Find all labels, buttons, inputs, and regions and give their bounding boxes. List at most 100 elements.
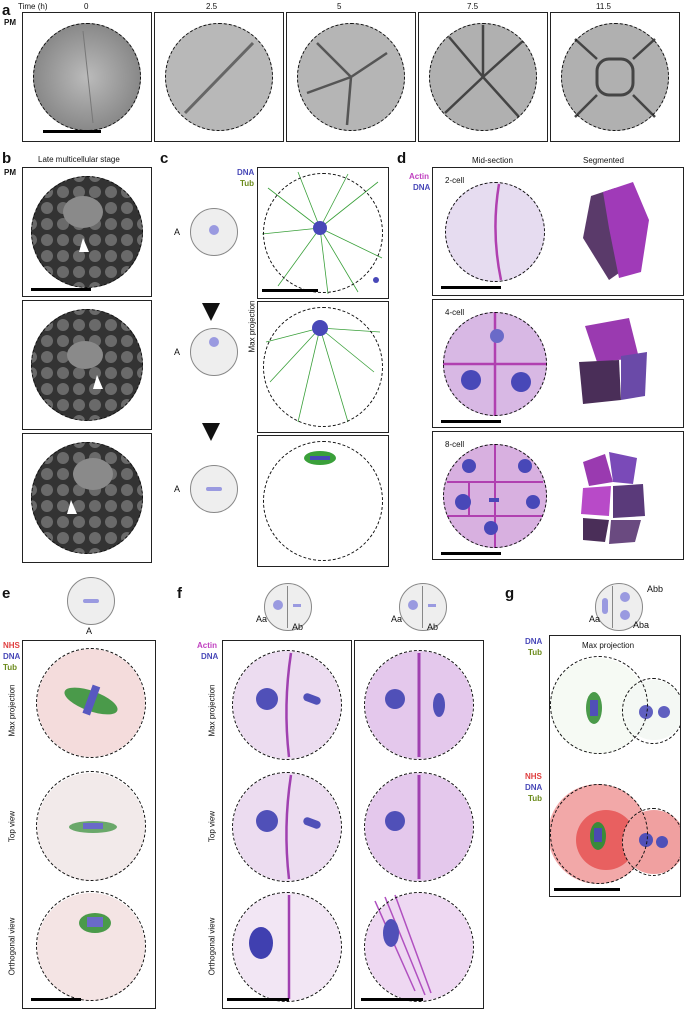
embryo-outline <box>263 441 383 561</box>
scale-bar <box>262 289 318 292</box>
pm-timepoint-image-2 <box>286 12 416 142</box>
schematic-2cell-right <box>399 583 447 631</box>
time-axis-label: Time (h) <box>18 2 48 11</box>
cell-label-a: A <box>174 227 181 237</box>
embryo-outline <box>445 182 545 282</box>
pm-late-stage-image-2 <box>22 300 152 430</box>
row-label-8cell: 8-cell <box>445 440 465 449</box>
embryo-outline <box>364 650 474 760</box>
cell-label-a: A <box>174 484 181 494</box>
legend-dna: DNA <box>525 637 543 646</box>
scale-bar <box>43 130 101 133</box>
panel-g-title: Max projection <box>582 641 635 650</box>
pm-timepoint-image-1 <box>154 12 284 142</box>
schematic-3cell <box>595 583 643 631</box>
cell-label-aa: Aa <box>589 614 601 624</box>
embryo-outline <box>364 772 474 882</box>
actin-dna-row-2cell: 2-cell <box>432 167 684 296</box>
side-label-max-projection: Max projection <box>247 300 257 353</box>
time-label-1: 2.5 <box>206 2 218 11</box>
arrow-down-icon <box>202 423 220 441</box>
embryo-outline <box>263 307 383 427</box>
schematic-1cell-interphase <box>190 208 238 256</box>
embryo-outline <box>31 176 143 288</box>
legend-dna: DNA <box>3 652 21 661</box>
nucleus-icon <box>620 592 630 602</box>
view-label-top-view: Top view <box>7 810 17 843</box>
nhs-dna-tub-image-stack <box>22 640 156 1009</box>
cell-outline-ab <box>622 808 680 876</box>
scale-bar <box>554 888 620 891</box>
embryo-outline <box>36 771 146 881</box>
spindle-icon <box>206 487 222 491</box>
row-label-2cell: 2-cell <box>445 176 465 185</box>
cell-label-a: A <box>174 347 181 357</box>
embryo-outline <box>165 23 273 131</box>
embryo-outline <box>429 23 537 131</box>
nucleus-icon <box>408 600 418 610</box>
embryo-outline <box>232 650 342 760</box>
panel-b-title: Late multicellular stage <box>38 155 120 164</box>
panel-a-letter: a <box>2 2 11 19</box>
embryo-outline <box>263 173 383 293</box>
legend-tub: Tub <box>3 663 18 672</box>
cell-label-ab: Ab <box>427 622 439 632</box>
legend-dna: DNA <box>413 183 431 192</box>
embryo-outline <box>232 772 342 882</box>
nucleus-icon <box>209 225 219 235</box>
cell-outline-ab <box>622 678 680 744</box>
panel-c-letter: c <box>160 150 169 167</box>
panel-b-row-label: PM <box>4 168 16 177</box>
schematic-2cell-left <box>264 583 312 631</box>
panel-f-letter: f <box>177 585 182 602</box>
panel-d-letter: d <box>397 150 407 167</box>
legend-nhs: NHS <box>3 641 20 650</box>
panel-g-letter: g <box>505 585 515 602</box>
embryo-outline <box>561 23 669 131</box>
legend-tub: Tub <box>240 179 255 188</box>
actin-dna-image-stack-right <box>354 640 484 1009</box>
dna-tub-image-2 <box>257 301 389 433</box>
nucleus-icon <box>620 610 630 620</box>
view-label-top-view: Top view <box>207 810 217 843</box>
actin-dna-row-4cell: 4-cell <box>432 299 684 428</box>
legend-dna: DNA <box>525 783 543 792</box>
scale-bar <box>31 288 91 291</box>
cell-label-a: A <box>86 626 93 636</box>
cell-label-aba: Aba <box>633 620 650 630</box>
pm-late-stage-image-3 <box>22 433 152 563</box>
nucleus-icon <box>273 600 283 610</box>
schematic-a-metaphase <box>67 577 115 625</box>
time-label-4: 11.5 <box>596 2 611 11</box>
pm-timepoint-image-3 <box>418 12 548 142</box>
embryo-outline <box>36 648 146 758</box>
panel-e-letter: e <box>2 585 11 602</box>
embryo-outline <box>31 309 143 421</box>
legend-dna: DNA <box>237 168 255 177</box>
arrow-down-icon <box>202 303 220 321</box>
row-label-4cell: 4-cell <box>445 308 465 317</box>
embryo-outline <box>33 23 141 131</box>
dna-tub-image-3 <box>257 435 389 567</box>
view-label-orthogonal-view: Orthogonal view <box>207 917 217 976</box>
cell-boundary <box>287 586 288 628</box>
scale-bar <box>441 420 501 423</box>
embryo-outline <box>36 891 146 1001</box>
spindle-icon <box>428 604 436 607</box>
legend-dna: DNA <box>201 652 219 661</box>
dna-tub-image-1 <box>257 167 389 299</box>
embryo-outline <box>364 892 474 1002</box>
schematic-1cell-metaphase <box>190 465 238 513</box>
scale-bar <box>361 998 423 1001</box>
scale-bar <box>227 998 289 1001</box>
panel-b-letter: b <box>2 150 12 167</box>
actin-dna-row-8cell: 8-cell <box>432 431 684 560</box>
view-label-max-projection: Max projection <box>7 684 17 737</box>
column-header-mid-section: Mid-section <box>472 156 513 165</box>
scale-bar <box>441 286 501 289</box>
pm-late-stage-image-1 <box>22 167 152 297</box>
nucleus-icon <box>209 337 219 347</box>
embryo-outline <box>297 23 405 131</box>
spindle-icon <box>602 598 608 614</box>
panel-a-row-label: PM <box>4 18 16 27</box>
